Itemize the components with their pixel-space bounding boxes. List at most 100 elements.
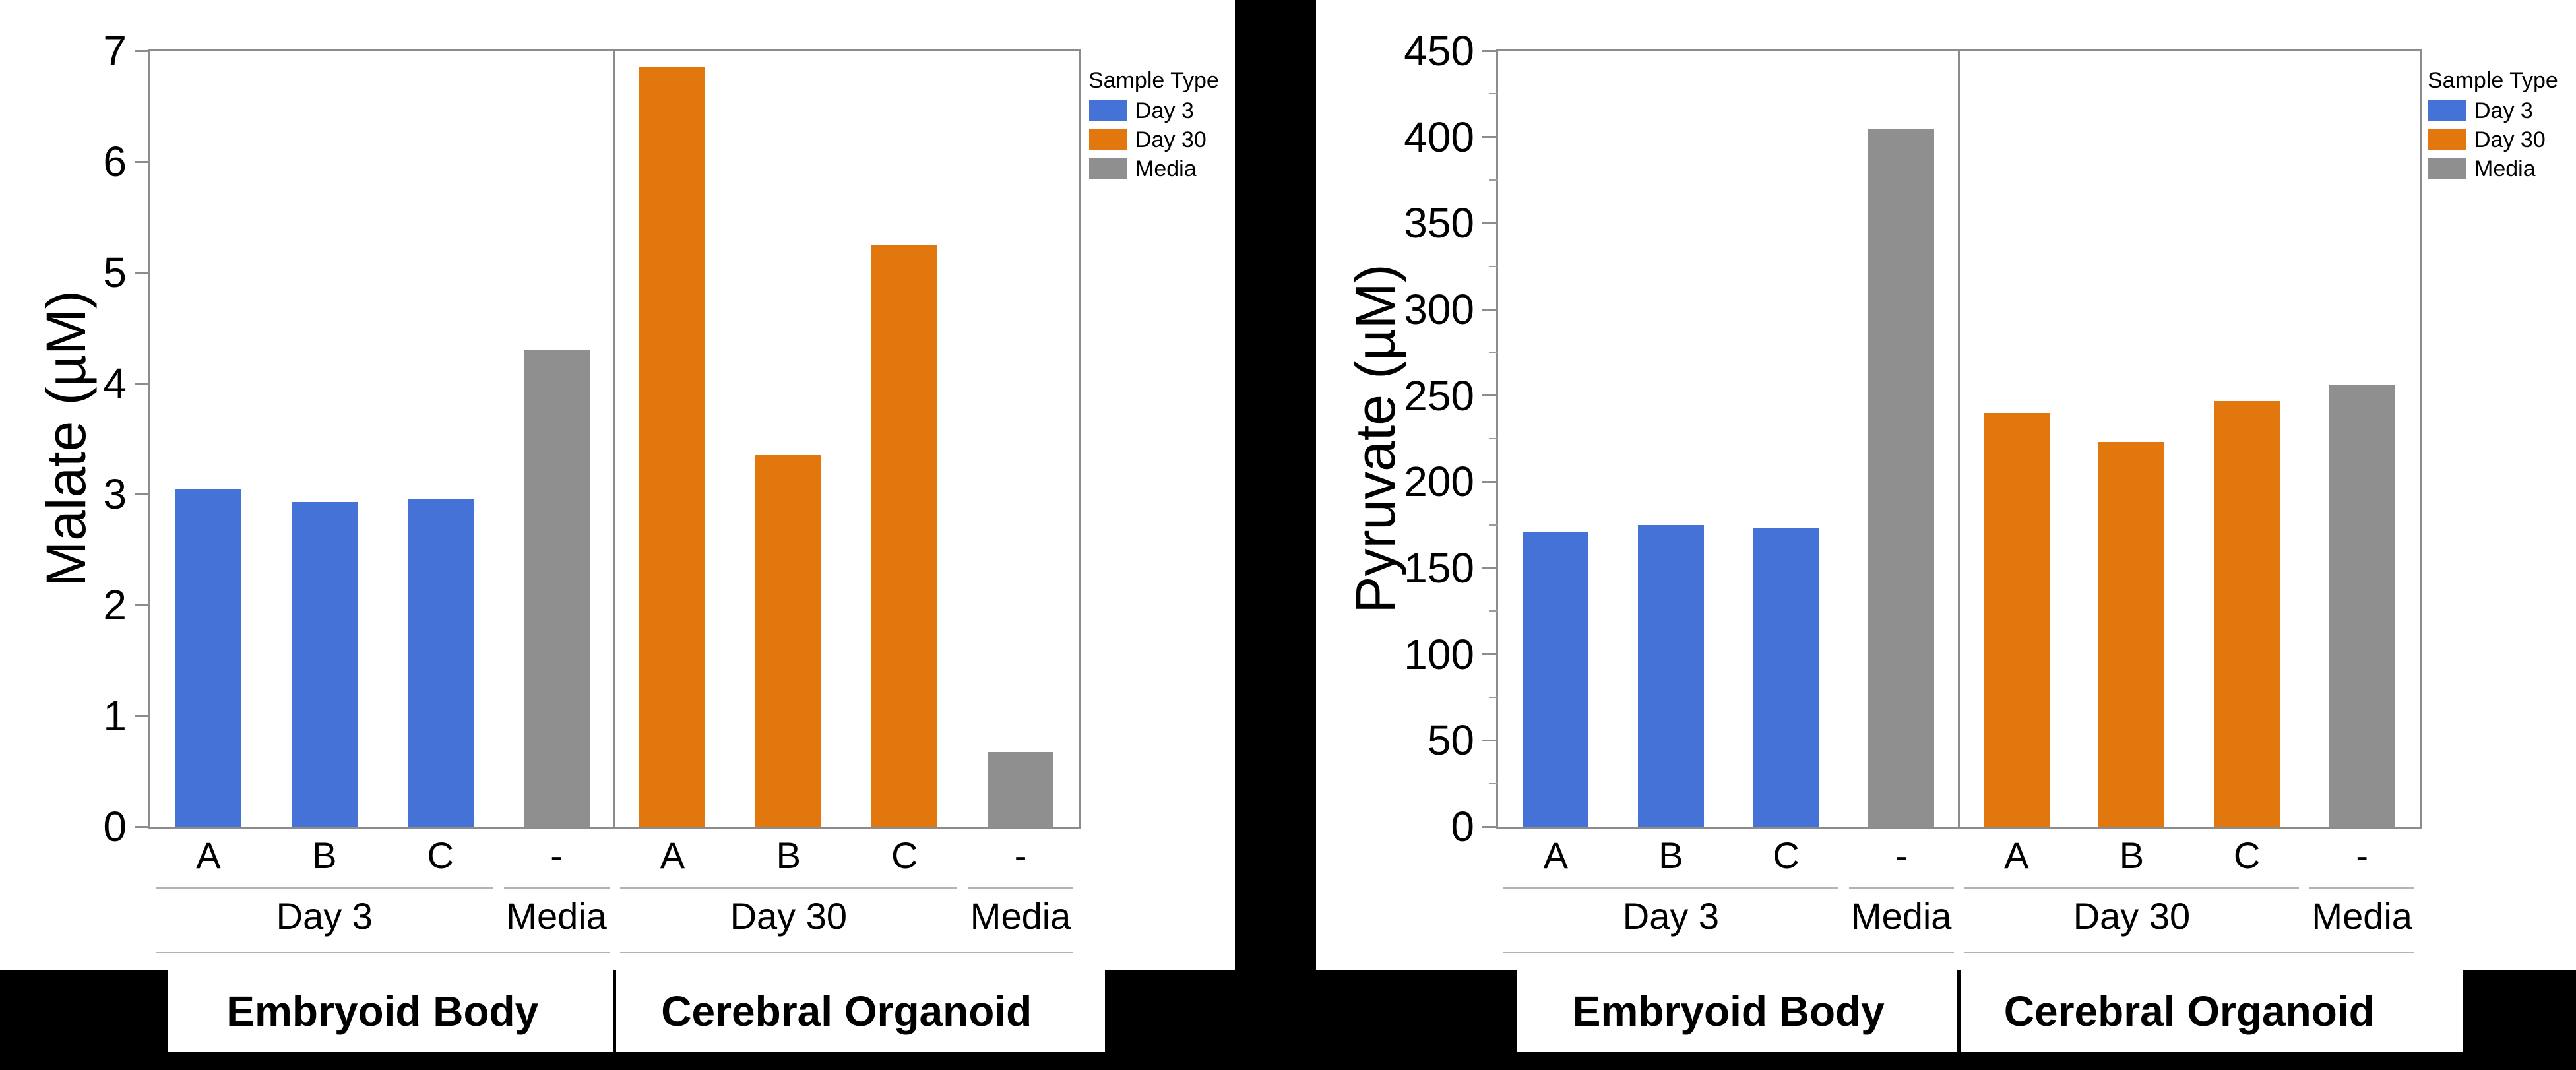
legend-label: Day 30 xyxy=(2474,127,2546,152)
supergroup-box-divider xyxy=(613,970,616,1052)
legend-label: Media xyxy=(2474,156,2536,181)
y-axis-title: Malate (µM) xyxy=(35,290,97,587)
category-label: C xyxy=(2233,834,2261,876)
bar-day3-a xyxy=(175,488,241,827)
y-axis-minor-tick xyxy=(1489,782,1498,784)
supergroup-box xyxy=(1517,970,2463,1052)
bar-day3-a xyxy=(1523,532,1589,827)
y-axis-tick-label: 0 xyxy=(103,803,127,850)
group-bracket xyxy=(1964,887,2300,889)
y-axis-tick xyxy=(1482,825,1498,828)
y-axis-minor-tick xyxy=(1489,610,1498,612)
supergroup-label: Cerebral Organoid xyxy=(661,987,1032,1035)
supergroup-label: Cerebral Organoid xyxy=(2003,987,2375,1035)
supergroup-bracket xyxy=(156,952,610,953)
bar-media-blank xyxy=(988,752,1054,827)
bar-media-blank xyxy=(1868,128,1935,827)
supergroup-bracket xyxy=(1964,952,2414,953)
y-axis-tick xyxy=(1482,394,1498,397)
y-axis-tick xyxy=(1482,49,1498,52)
y-axis-tick-label: 0 xyxy=(1451,803,1474,850)
supergroup-bracket xyxy=(619,952,1073,953)
category-label: - xyxy=(1895,834,1908,876)
y-axis-tick-label: 400 xyxy=(1404,113,1474,161)
y-axis-minor-tick xyxy=(1489,179,1498,181)
y-axis-tick xyxy=(1482,653,1498,656)
y-axis-tick-label: 350 xyxy=(1404,199,1474,247)
supergroup-box xyxy=(168,970,1105,1052)
category-label: B xyxy=(312,834,337,876)
group-label: Media xyxy=(2311,895,2412,937)
bar-day30-c xyxy=(871,245,938,827)
bar-day3-c xyxy=(407,499,474,827)
category-label: - xyxy=(1014,834,1027,876)
bar-day3-c xyxy=(1753,528,1819,827)
bar-media-blank xyxy=(523,350,590,827)
legend-label: Media xyxy=(1135,156,1197,181)
group-label: Media xyxy=(1850,895,1952,937)
y-axis-tick-label: 7 xyxy=(103,27,127,75)
category-label: A xyxy=(1543,834,1568,876)
group-divider-line xyxy=(1958,51,1960,827)
y-axis-minor-tick xyxy=(1489,93,1498,95)
category-label: C xyxy=(1773,834,1800,876)
y-axis-minor-tick xyxy=(1489,524,1498,526)
y-axis-tick xyxy=(1482,567,1498,569)
y-axis-tick xyxy=(135,382,150,385)
y-axis-tick-label: 450 xyxy=(1404,27,1474,75)
group-bracket xyxy=(156,887,493,889)
category-label: B xyxy=(1658,834,1683,876)
group-bracket xyxy=(2309,887,2414,889)
bar-day30-b xyxy=(755,455,822,827)
y-axis-tick xyxy=(135,160,150,163)
category-label: B xyxy=(776,834,801,876)
supergroup-label: Embryoid Body xyxy=(1572,987,1885,1035)
legend-title: Sample Type xyxy=(1088,68,1219,93)
y-axis-minor-tick xyxy=(1489,352,1498,354)
bar-day3-b xyxy=(291,501,358,827)
bar-day30-b xyxy=(2098,442,2165,827)
y-axis-tick xyxy=(1482,308,1498,311)
y-axis-tick xyxy=(135,714,150,717)
y-axis-tick-label: 2 xyxy=(103,581,127,629)
legend-swatch-day3 xyxy=(1089,100,1127,121)
bar-day30-a xyxy=(1983,412,2050,827)
y-axis-tick-label: 100 xyxy=(1404,630,1474,678)
bar-day30-c xyxy=(2214,400,2280,827)
supergroup-label: Embryoid Body xyxy=(226,987,539,1035)
legend-swatch-media xyxy=(2428,158,2466,179)
supergroup-box-divider xyxy=(1957,970,1961,1052)
bar-day30-a xyxy=(639,67,706,827)
legend-label: Day 30 xyxy=(1135,127,1207,152)
group-label: Day 30 xyxy=(730,895,848,937)
y-axis-tick xyxy=(135,271,150,274)
y-axis-tick-label: 3 xyxy=(103,470,127,518)
legend-title: Sample Type xyxy=(2428,68,2558,93)
y-axis-tick xyxy=(135,49,150,52)
category-label: A xyxy=(660,834,685,876)
y-axis-tick xyxy=(135,493,150,495)
group-bracket xyxy=(1848,887,1954,889)
y-axis-tick-label: 250 xyxy=(1404,371,1474,420)
y-axis-tick xyxy=(1482,480,1498,483)
legend-swatch-media xyxy=(1089,158,1127,179)
legend-swatch-day3 xyxy=(2428,100,2466,121)
category-label: A xyxy=(196,834,221,876)
group-bracket xyxy=(619,887,958,889)
bar-media-blank xyxy=(2329,385,2395,827)
group-label: Media xyxy=(506,895,607,937)
group-bracket xyxy=(968,887,1073,889)
legend-swatch-day30 xyxy=(2428,129,2466,150)
category-label: - xyxy=(2356,834,2369,876)
y-axis-tick xyxy=(1482,136,1498,139)
y-axis-tick-label: 300 xyxy=(1404,286,1474,333)
y-axis-tick xyxy=(1482,739,1498,741)
legend-swatch-day30 xyxy=(1089,129,1127,150)
y-axis-tick-label: 50 xyxy=(1427,716,1474,765)
y-axis-minor-tick xyxy=(1489,438,1498,439)
y-axis-tick xyxy=(135,604,150,606)
bar-day3-b xyxy=(1637,524,1704,827)
y-axis-minor-tick xyxy=(1489,265,1498,267)
group-bracket xyxy=(1503,887,1838,889)
y-axis-tick xyxy=(135,825,150,828)
